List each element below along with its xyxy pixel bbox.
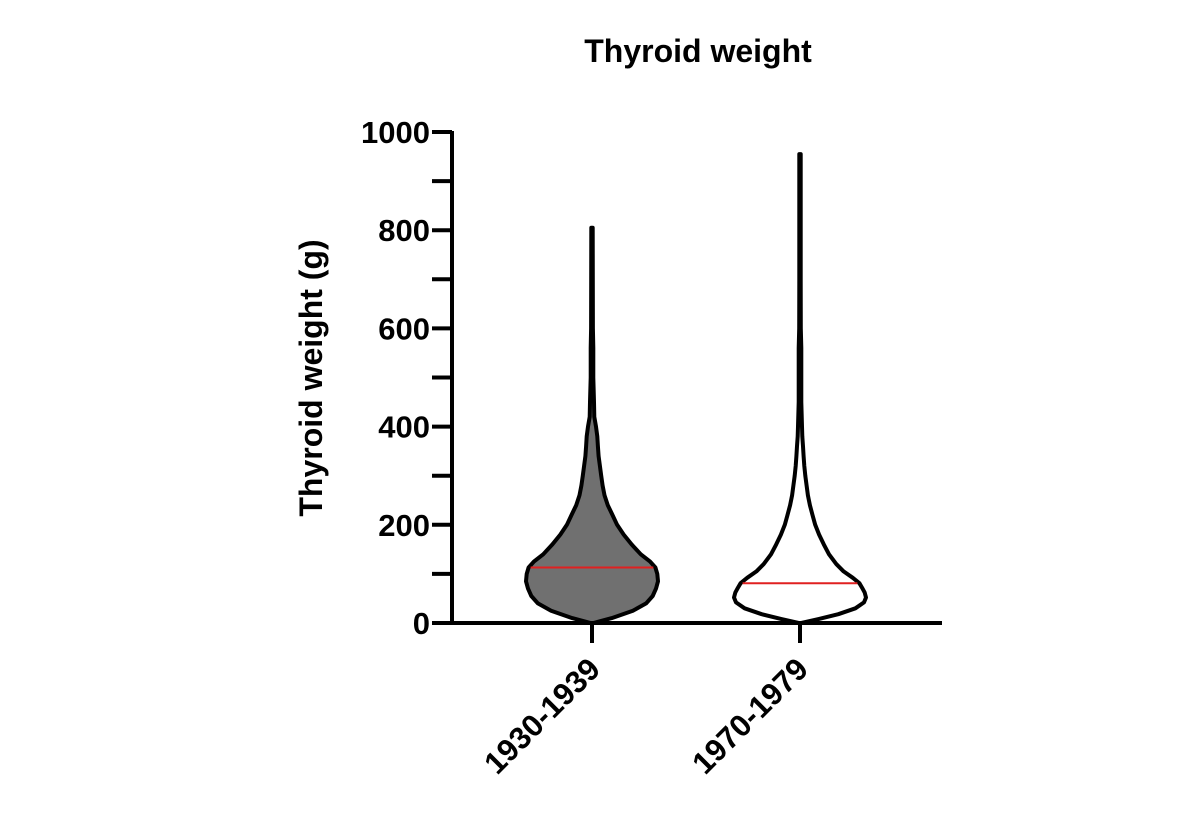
y-tick-label-1: 200 [378,508,430,543]
y-tick-label-0: 0 [413,606,430,641]
y-axis-label: Thyroid weight (g) [293,239,329,516]
x-tick-label-0: 1930-1939 [477,651,607,781]
axes [450,131,942,625]
y-tick-label-5: 1000 [361,115,430,150]
violin-1970-1979 [732,152,868,625]
y-axis-ticks: 0 200 400 600 800 1000 [361,115,452,641]
violin-1930-1939 [524,225,660,625]
x-tick-label-1: 1970-1979 [685,651,815,781]
violin-plots [524,152,868,625]
x-axis-category-labels: 1930-1939 1970-1979 [477,623,815,781]
chart-title: Thyroid weight [584,33,812,69]
y-tick-label-4: 800 [378,213,430,248]
y-tick-label-2: 400 [378,410,430,445]
y-tick-label-3: 600 [378,311,430,346]
